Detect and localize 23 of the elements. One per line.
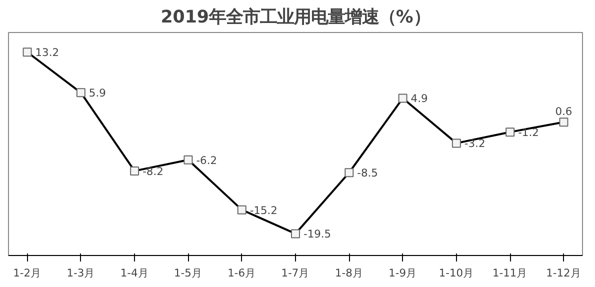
- x-tick-label: 1-11月: [492, 266, 528, 280]
- x-tick-label: 1-12月: [546, 266, 582, 280]
- x-tick-label: 1-6月: [228, 266, 256, 280]
- x-tick-label: 1-5月: [174, 266, 202, 280]
- x-tick-label: 1-10月: [438, 266, 474, 280]
- data-label: -8.2: [142, 164, 164, 178]
- x-tick-label: 1-9月: [388, 266, 417, 280]
- x-tick-label: 1-2月: [13, 266, 42, 280]
- x-tick-label: 1-8月: [334, 266, 364, 280]
- data-label: -19.5: [304, 228, 332, 241]
- x-tick-label: 1-3月: [66, 266, 96, 280]
- data-label: -15.2: [250, 204, 278, 217]
- data-label: 0.6: [555, 105, 572, 118]
- data-label: -6.2: [196, 154, 218, 167]
- data-label: -3.2: [464, 137, 486, 150]
- data-label: 13.2: [35, 46, 60, 60]
- data-label: -8.5: [357, 166, 378, 180]
- data-label: 5.9: [88, 86, 106, 100]
- chart-title: 2019年全市工业用电量增速（%）: [160, 8, 430, 28]
- x-tick-label: 1-7月: [281, 266, 310, 280]
- x-tick-label: 1-4月: [120, 266, 149, 280]
- data-label: 4.9: [410, 92, 428, 106]
- data-label: -1.2: [518, 126, 539, 140]
